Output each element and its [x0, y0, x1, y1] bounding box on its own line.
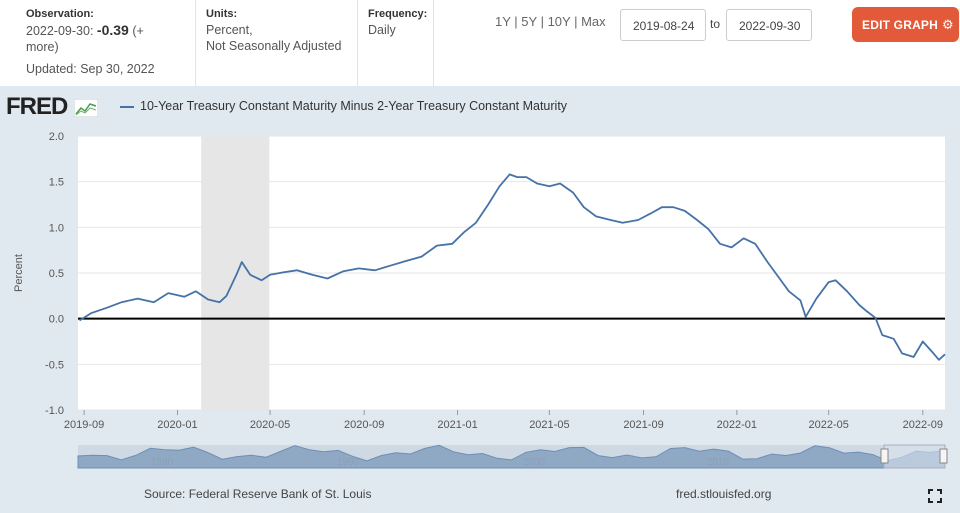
x-tick-label: 2021-01 — [437, 419, 477, 431]
navigator-label: 1990 — [337, 457, 360, 468]
period-5y[interactable]: 5Y — [521, 14, 537, 29]
period-1y[interactable]: 1Y — [495, 14, 511, 29]
period-10y[interactable]: 10Y — [547, 14, 571, 29]
chart-line-icon — [73, 98, 99, 117]
x-tick-label: 2020-05 — [250, 419, 290, 431]
x-tick-label: 2022-05 — [808, 419, 848, 431]
period-separator: | — [536, 14, 548, 29]
y-tick-label: 1.5 — [49, 177, 64, 189]
site-link[interactable]: fred.stlouisfed.org — [676, 487, 772, 501]
series-line — [79, 173, 946, 361]
date-to-label: to — [710, 17, 721, 31]
units-line1: Percent, — [206, 23, 253, 37]
frequency-value: Daily — [368, 23, 396, 37]
x-tick-label: 2020-09 — [344, 419, 384, 431]
divider — [433, 0, 434, 86]
edit-graph-label: EDIT GRAPH — [862, 18, 939, 32]
y-axis-label: Percent — [13, 254, 25, 292]
x-tick-label: 2021-09 — [623, 419, 663, 431]
y-tick-label: 0.5 — [49, 268, 64, 280]
observation-date: 2022-09-30: — [26, 24, 94, 38]
header-panel: Observation: 2022-09-30: -0.39 (+ more) … — [0, 0, 960, 86]
date-from-input[interactable]: 2019-08-24 — [620, 9, 706, 41]
period-separator: | — [510, 14, 522, 29]
divider — [195, 0, 196, 86]
observation-value: -0.39 — [96, 22, 129, 38]
divider — [357, 0, 358, 86]
date-to-input[interactable]: 2022-09-30 — [726, 9, 812, 41]
fred-logo[interactable]: FRED — [6, 93, 99, 121]
navigator-label: 1980 — [151, 457, 174, 468]
navigator-label: 2000 — [523, 457, 546, 468]
period-selector: 1Y | 5Y | 10Y | Max — [495, 14, 606, 29]
y-tick-label: 0.0 — [49, 314, 64, 326]
navigator-series — [77, 444, 946, 469]
series-title: 10-Year Treasury Constant Maturity Minus… — [140, 99, 568, 113]
period-separator: | — [570, 14, 582, 29]
observation-label: Observation: — [26, 8, 94, 20]
navigator-handle[interactable] — [880, 448, 889, 464]
x-tick-label: 2022-09 — [903, 419, 943, 431]
updated-date: Updated: Sep 30, 2022 — [26, 62, 155, 76]
gear-icon: ⚙ — [942, 17, 954, 32]
y-tick-label: 2.0 — [49, 131, 64, 143]
y-tick-label: -0.5 — [45, 359, 64, 371]
x-tick-label: 2022-01 — [717, 419, 757, 431]
y-tick-label: 1.0 — [49, 222, 64, 234]
units-label: Units: — [206, 8, 238, 20]
x-tick-label: 2019-09 — [64, 419, 104, 431]
units-block: Units: Percent, Not Seasonally Adjusted — [206, 6, 342, 54]
frequency-label: Frequency: — [368, 8, 428, 20]
observation-more-link[interactable]: (+ — [132, 24, 144, 38]
legend-line — [120, 106, 134, 108]
fred-logo-text: FRED — [6, 93, 68, 120]
observation-more-link-cont[interactable]: more) — [26, 40, 59, 54]
period-max[interactable]: Max — [581, 14, 606, 29]
frequency-block: Frequency: Daily — [368, 6, 427, 38]
units-line2: Not Seasonally Adjusted — [206, 39, 342, 53]
fullscreen-icon[interactable] — [928, 489, 942, 503]
source-text: Source: Federal Reserve Bank of St. Loui… — [144, 487, 372, 501]
edit-graph-button[interactable]: EDIT GRAPH ⚙ — [852, 7, 959, 42]
navigator-handle[interactable] — [939, 448, 948, 464]
x-tick-label: 2020-01 — [157, 419, 197, 431]
observation-line: 2022-09-30: -0.39 (+ — [26, 22, 155, 39]
navigator-selection — [883, 444, 946, 469]
x-tick-label: 2021-05 — [529, 419, 569, 431]
observation-block: Observation: 2022-09-30: -0.39 (+ more) … — [26, 6, 155, 77]
navigator-label: 2010 — [707, 457, 730, 468]
y-tick-label: -1.0 — [45, 405, 64, 417]
